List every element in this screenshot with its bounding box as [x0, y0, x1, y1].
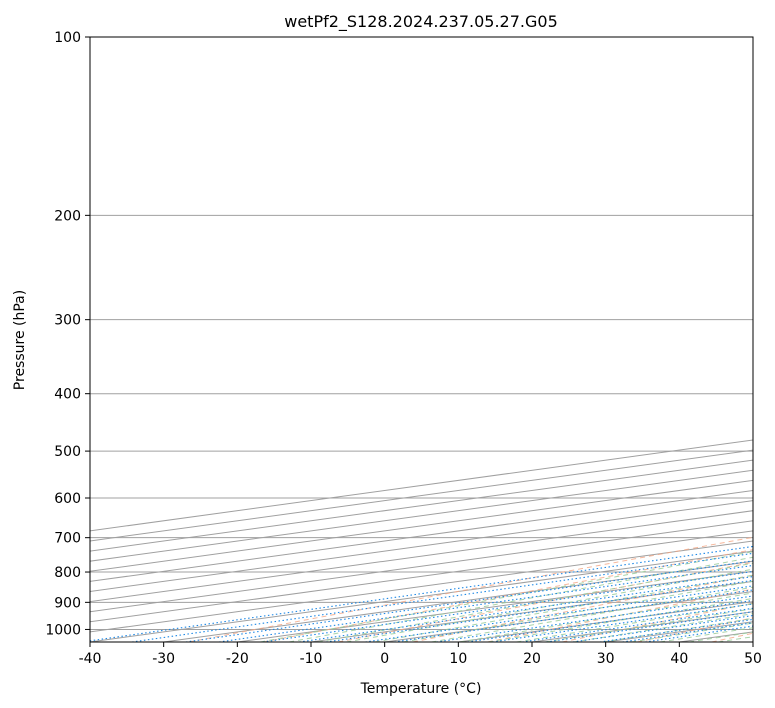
y-tick-label: 1000: [45, 622, 81, 638]
mixing-ratio-line: [365, 585, 753, 642]
moist-adiabat-line: [317, 562, 753, 642]
plot-frame: [89, 36, 754, 643]
moist-adiabat-line: [516, 603, 753, 642]
moist-adiabat-line: [403, 580, 753, 642]
x-tick-label: -30: [152, 651, 175, 667]
isotherm-line: [90, 459, 753, 552]
x-tick-label: -40: [79, 651, 102, 667]
isotherm-line: [90, 449, 753, 542]
moist-adiabat-line: [459, 592, 753, 642]
y-tick-label: 200: [54, 208, 81, 224]
mixing-ratio-line: [467, 599, 753, 642]
isotherm-line: [90, 439, 753, 532]
y-tick-label: 500: [54, 444, 81, 460]
y-tick-label: 400: [54, 387, 81, 403]
moist-adiabat-line: [689, 631, 753, 642]
x-tick-label: 40: [670, 651, 688, 667]
y-tick-label: 900: [54, 595, 81, 611]
mixing-ratio-line: [131, 552, 753, 642]
y-tick-label: 300: [54, 313, 81, 329]
mixing-ratio-line: [90, 545, 753, 642]
dry-adiabat-line: [263, 549, 753, 642]
dry-adiabat-line: [338, 561, 753, 642]
moist-adiabat-line: [260, 551, 753, 642]
dry-adiabat-line: [412, 574, 753, 642]
isotherm-line: [531, 611, 753, 642]
y-tick-label: 600: [54, 491, 81, 507]
mixing-ratio-line: [394, 589, 753, 642]
isotherm-line: [90, 469, 753, 562]
moist-adiabat-line: [289, 556, 753, 642]
y-tick-label: 800: [54, 565, 81, 581]
isotherm-line: [752, 641, 753, 642]
isotherm-line: [90, 500, 753, 592]
mixing-ratio-line: [326, 579, 753, 642]
y-tick-label: 100: [54, 30, 81, 46]
isotherm-line: [90, 540, 753, 633]
isotherm-line: [163, 560, 753, 642]
dry-adiabat-line: [188, 536, 753, 642]
moist-adiabat-line: [374, 574, 753, 642]
dry-adiabat-line: [636, 617, 753, 642]
grid-layer: 0.10.20.40.611.52346810131620253036-100-…: [90, 37, 753, 642]
isotherm-line: [90, 510, 753, 603]
tick-layer: -40 -30 -20 -10 0 10 20 30 40 50 100 200 300 400 500 60…: [45, 30, 762, 667]
x-tick-label: 10: [449, 651, 467, 667]
moist-adiabat-line: [544, 608, 753, 642]
isotherm-line: [90, 550, 753, 642]
mixing-ratio-line: [262, 570, 753, 642]
x-tick-label: 20: [523, 651, 541, 667]
x-tick-label: -10: [300, 651, 323, 667]
isotherm-line: [90, 520, 753, 613]
isotherm-line: [679, 631, 753, 642]
x-tick-label: 30: [597, 651, 615, 667]
isotherm-line: [458, 601, 753, 642]
y-axis-label: Pressure (hPa): [12, 290, 28, 390]
isotherm-line: [237, 570, 753, 642]
x-axis-label: Temperature (°C): [360, 681, 482, 697]
isotherm-line: [90, 489, 753, 582]
x-tick-label: 0: [380, 651, 389, 667]
isotherm-line: [90, 530, 753, 623]
x-tick-label: -20: [226, 651, 249, 667]
moist-adiabat-line: [718, 636, 753, 642]
isotherm-line: [90, 479, 753, 572]
y-tick-label: 700: [54, 531, 81, 547]
mixing-ratio-line: [299, 576, 753, 642]
x-tick-label: 50: [744, 651, 762, 667]
moist-adiabat-line: [346, 568, 753, 642]
chart-title: wetPf2_S128.2024.237.05.27.G05: [284, 12, 558, 32]
